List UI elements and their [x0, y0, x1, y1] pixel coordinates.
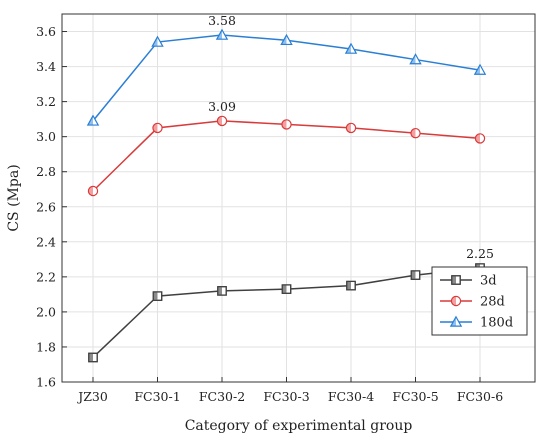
legend-item-180d: 180d	[440, 316, 513, 331]
y-tick-label: 3.2	[36, 94, 56, 109]
legend-marker	[450, 295, 462, 307]
annotations: 2.25 3.09 3.58	[208, 13, 494, 261]
data-point-3d	[88, 352, 98, 363]
y-tick-label: 2.4	[36, 234, 56, 249]
legend-label: 28d	[480, 295, 505, 310]
data-point-3d	[281, 284, 292, 294]
x-axis-title: Category of experimental group	[185, 418, 413, 434]
y-tick-label: 3.0	[36, 129, 56, 144]
x-tick-label: FC30-1	[134, 389, 180, 404]
y-axis-title: CS (Mpa)	[6, 164, 22, 231]
plot-frame	[61, 13, 536, 383]
legend-label: 180d	[480, 316, 513, 331]
y-tick-label: 3.6	[36, 24, 56, 39]
y-tick-label: 2.0	[36, 304, 56, 319]
x-tick-label: JZ30	[76, 389, 108, 404]
legend-item-3d: 3d	[440, 274, 497, 289]
data-label: 3.09	[208, 99, 236, 114]
legend: 3d 28d 180d	[431, 266, 528, 336]
legend-marker	[449, 315, 463, 327]
legend-item-28d: 28d	[440, 295, 505, 310]
data-point-3d	[346, 280, 356, 291]
data-point-180d	[215, 28, 229, 40]
data-point-180d	[151, 35, 164, 47]
x-tick-label: FC30-3	[263, 389, 309, 404]
data-point-180d	[86, 114, 100, 126]
data-point-3d	[217, 286, 227, 296]
data-point-3d	[152, 291, 163, 301]
series	[86, 28, 487, 363]
legend-label: 3d	[480, 274, 497, 289]
data-point-180d	[409, 53, 422, 65]
axes: 1.6 1.8 2.0 2.2 2.4 2.6 2.8 3.0 3.2 3.4 3.6 JZ30 FC3…	[36, 24, 503, 404]
series-3d	[88, 263, 485, 363]
data-label: 3.58	[208, 13, 236, 28]
data-label: 2.25	[466, 246, 494, 261]
y-tick-label: 1.8	[36, 339, 56, 354]
data-point-180d	[344, 42, 358, 54]
data-point-180d	[280, 33, 293, 46]
grid-lines	[62, 14, 535, 383]
data-point-3d	[410, 270, 421, 280]
data-point-28d	[152, 122, 163, 134]
series-180d	[86, 28, 487, 126]
y-tick-label: 2.8	[36, 164, 56, 179]
data-point-28d	[410, 127, 421, 139]
data-point-28d	[345, 122, 357, 134]
series-28d	[87, 115, 486, 197]
y-tick-label: 2.6	[36, 199, 56, 214]
x-tick-label: FC30-5	[392, 389, 438, 404]
data-point-180d	[473, 63, 487, 75]
data-point-28d	[216, 115, 228, 127]
y-tick-label: 1.6	[36, 375, 56, 390]
data-point-28d	[474, 133, 486, 144]
legend-marker	[451, 275, 461, 285]
y-tick-label: 3.4	[36, 59, 56, 74]
x-tick-label: FC30-4	[328, 389, 374, 404]
data-point-28d	[87, 185, 99, 197]
data-point-28d	[281, 119, 292, 130]
x-tick-label: FC30-6	[457, 389, 503, 404]
x-tick-label: FC30-2	[199, 389, 245, 404]
y-tick-label: 2.2	[36, 269, 56, 284]
